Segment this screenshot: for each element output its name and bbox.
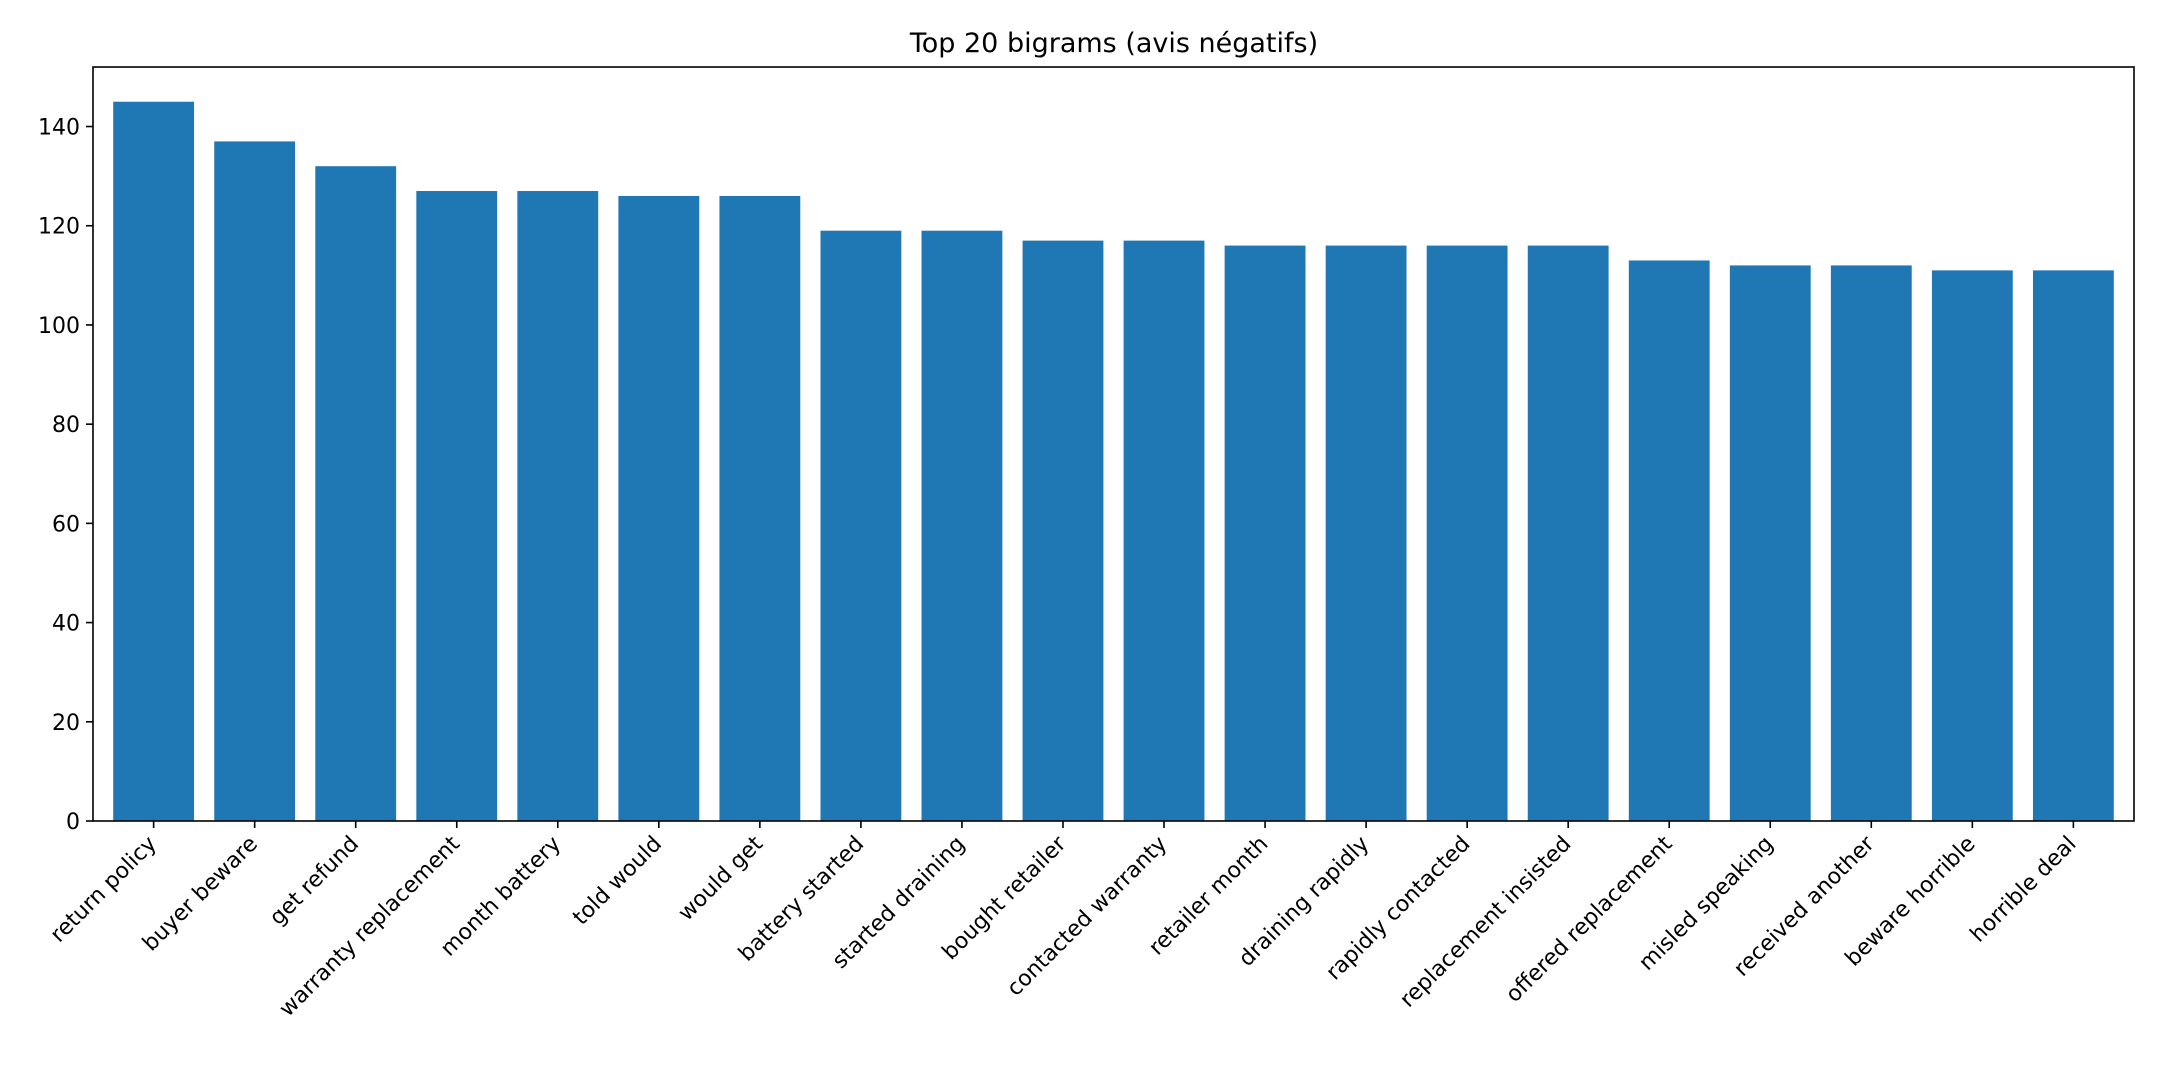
y-axis: 0 20 40 60 80 100 120 140 <box>38 116 93 835</box>
y-tick-label: 60 <box>52 512 80 537</box>
y-tick-label: 0 <box>66 810 80 835</box>
bar-would-get <box>719 195 801 821</box>
bar-return-policy <box>113 101 195 821</box>
bar-warranty-replacement <box>416 191 498 821</box>
bar-told-would <box>618 195 700 821</box>
bars-group <box>113 101 2114 822</box>
bar-battery-started <box>820 230 902 821</box>
y-tick-label: 140 <box>38 116 80 141</box>
y-tick-label: 120 <box>38 215 80 240</box>
bar-retailer-month <box>1224 245 1306 821</box>
bar-offered-replacement <box>1628 260 1710 821</box>
y-tick-label: 100 <box>38 314 80 339</box>
bar-contacted-warranty <box>1123 240 1205 822</box>
y-tick-label: 80 <box>52 413 80 438</box>
bar-bought-retailer <box>1022 240 1104 822</box>
bar-buyer-beware <box>214 141 296 821</box>
bar-received-another <box>1830 265 1912 822</box>
bar-month-battery <box>517 191 599 821</box>
bar-get-refund <box>315 166 397 822</box>
bar-draining-rapidly <box>1325 245 1407 821</box>
bar-horrible-deal <box>2032 270 2114 821</box>
bar-misled-speaking <box>1729 265 1811 822</box>
y-tick-label: 20 <box>52 711 80 736</box>
plot-frame <box>92 66 2135 822</box>
y-tick-label: 40 <box>52 612 80 637</box>
bar-replacement-insisted <box>1527 245 1609 821</box>
bar-started-draining <box>921 230 1003 821</box>
chart-title: Top 20 bigrams (avis négatifs) <box>909 28 1318 59</box>
bar-beware-horrible <box>1931 270 2013 821</box>
bar-rapidly-contacted <box>1426 245 1508 821</box>
